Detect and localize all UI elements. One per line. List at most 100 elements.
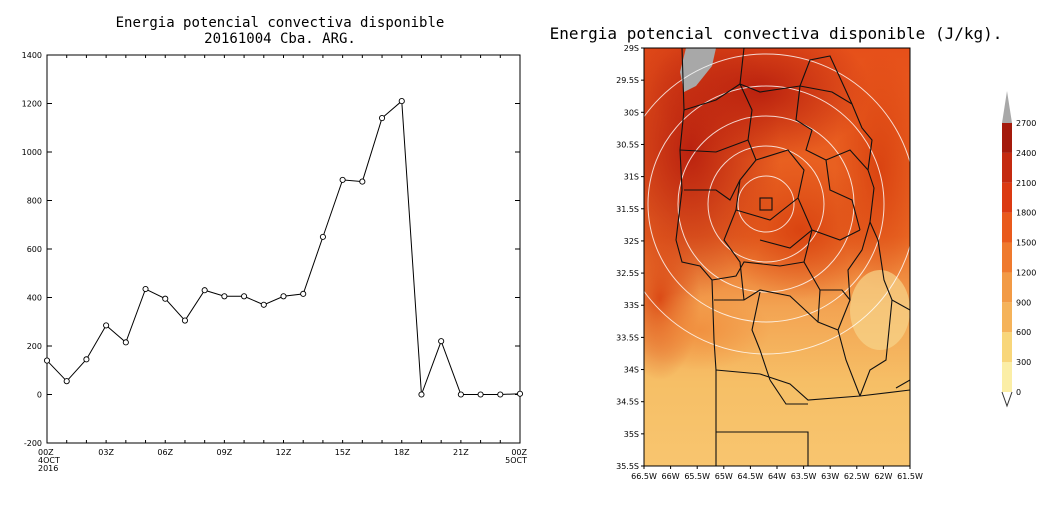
range-ring (677, 115, 855, 293)
range-rings (644, 53, 910, 355)
data-point (181, 317, 189, 324)
lat-tick-label: 32.5S (616, 269, 639, 278)
latitude-axis: 29S 29.5S 30S 30.5S 31S 31.5S 32S 32.5S 33S 33.5S… (616, 44, 644, 471)
y-axis: -200 0 200 400 600 800 1000 1200 1400 (22, 51, 520, 448)
department-border (769, 379, 808, 405)
department-border (684, 179, 741, 201)
lon-tick-label: 62W (874, 472, 892, 481)
colorbar-overflow-triangle (1002, 91, 1012, 123)
y-tick-label: 0 (37, 391, 42, 400)
cape-field (644, 48, 910, 466)
lat-tick-label: 34.5S (616, 398, 639, 407)
y-tick-label: 200 (27, 342, 42, 351)
colorbar-swatch (1002, 212, 1012, 243)
lon-tick-label: 63W (821, 472, 839, 481)
x-tick-label: 09Z (217, 448, 233, 457)
city-box (759, 197, 773, 211)
department-border (837, 221, 871, 331)
x-tick-label: 12Z (276, 448, 292, 457)
department-border (795, 85, 861, 231)
range-ring (737, 175, 795, 233)
data-point (63, 378, 70, 385)
colorbar-label: 300 (1016, 358, 1031, 367)
colorbar-swatch (1002, 332, 1012, 363)
data-point (142, 285, 149, 293)
lon-tick-label: 66.5W (631, 472, 657, 481)
y-tick-label: 1000 (22, 148, 42, 157)
series-line (43, 98, 524, 398)
field-band (644, 290, 770, 370)
lat-tick-label: 30S (624, 108, 639, 117)
department-border (859, 299, 893, 397)
lon-tick-label: 61.5W (897, 472, 923, 481)
x-tick-label: 00Z (38, 448, 54, 457)
colorbar-swatch (1002, 272, 1012, 303)
data-point (83, 356, 90, 363)
range-ring (707, 145, 825, 263)
range-ring (647, 85, 885, 323)
lat-tick-label: 31S (624, 173, 639, 182)
lat-tick-label: 35.5S (616, 462, 639, 471)
colorbar-label: 900 (1016, 298, 1031, 307)
department-border (714, 289, 819, 323)
lon-tick-label: 62.5W (844, 472, 870, 481)
range-ring (644, 53, 910, 355)
department-border (751, 291, 771, 381)
department-border (679, 139, 749, 153)
colorbar-swatch (1002, 182, 1012, 213)
lon-tick-label: 64.5W (738, 472, 764, 481)
data-point (300, 290, 307, 297)
y-tick-label: 800 (27, 197, 42, 206)
chart-title: Energia potencial convectiva disponible (116, 15, 445, 31)
x-date-label: 2016 (38, 464, 58, 473)
x-date-label: 4OCT (38, 456, 60, 465)
colorbar-label: 1200 (1016, 268, 1036, 277)
longitude-axis: 66.5W 66W 65.5W 65W 64.5W 64W 63.5W 63W 62.5W 62W… (631, 466, 923, 481)
data-point (418, 391, 425, 398)
lon-tick-label: 65.5W (684, 472, 710, 481)
colorbar-label: 1500 (1016, 239, 1036, 248)
x-date-label: 5OCT (505, 456, 527, 465)
data-point (477, 391, 484, 398)
lat-tick-label: 35S (624, 430, 639, 439)
x-tick-label: 06Z (157, 448, 173, 457)
department-border (759, 229, 861, 249)
data-point (359, 178, 366, 185)
colorbar-label: 2100 (1016, 179, 1036, 188)
data-point (201, 287, 208, 294)
lon-tick-label: 64W (768, 472, 786, 481)
data-point (260, 301, 267, 308)
field-low-east (850, 270, 910, 350)
y-tick-label: 1400 (22, 51, 42, 60)
data-point (43, 357, 51, 364)
lat-tick-label: 34S (624, 366, 639, 375)
data-point (241, 293, 248, 300)
y-tick-label: -200 (24, 439, 42, 448)
field-max-north (650, 48, 870, 160)
colorbar-swatch (1002, 302, 1012, 333)
colorbar-underflow-tip (1001, 391, 1013, 408)
department-border (683, 83, 741, 111)
colorbar-swatch (1002, 362, 1012, 392)
colorbar-label: 2400 (1016, 149, 1036, 158)
province-border (715, 369, 910, 401)
data-point (438, 338, 445, 345)
lat-tick-label: 30.5S (616, 140, 639, 149)
department-border (735, 197, 799, 221)
colorbar-swatch (1002, 123, 1012, 153)
map-panel: Energia potencial convectiva disponible … (550, 24, 1037, 481)
lon-tick-label: 65W (715, 472, 733, 481)
department-border (820, 289, 851, 301)
data-point (280, 293, 287, 300)
lat-tick-label: 33S (624, 301, 639, 310)
province-border (739, 48, 910, 311)
lat-tick-label: 29.5S (616, 76, 639, 85)
data-point (516, 390, 524, 397)
x-tick-label: 21Z (453, 448, 469, 457)
province-border (716, 431, 809, 466)
x-tick-label: 15Z (335, 448, 351, 457)
field-east (835, 50, 910, 290)
data-point (319, 233, 326, 240)
lon-tick-label: 63.5W (791, 472, 817, 481)
